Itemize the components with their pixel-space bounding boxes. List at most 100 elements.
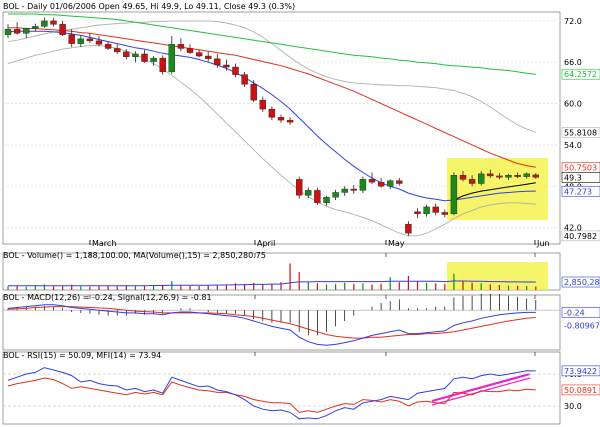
candle-body [95, 40, 103, 45]
macd-badge-box [561, 307, 600, 318]
candle-body [432, 206, 439, 213]
candle-body [505, 175, 512, 178]
candle-body [232, 66, 239, 75]
candle-body [478, 173, 485, 184]
rsi-badge-label-2: 50.0891 [564, 386, 597, 395]
candle-body [4, 28, 12, 35]
candle-body [150, 57, 157, 62]
price-tick-label: 72.0 [564, 17, 582, 26]
candle-body [277, 117, 285, 121]
price-badge-box [561, 68, 600, 80]
candle-body [387, 180, 394, 187]
candle-body [323, 197, 330, 203]
price-tick-label: 42.0 [564, 224, 582, 233]
macd-badge-label: -0.24 [564, 308, 585, 317]
price-badge-label: 40.7982 [564, 232, 597, 241]
price-tick-label: 54.0 [564, 141, 582, 150]
price-badge-box [561, 230, 600, 242]
candle-body [214, 58, 221, 66]
candle-body [177, 44, 185, 49]
ma-20-line [7, 30, 536, 202]
candle-body [113, 48, 121, 53]
candle-body [13, 28, 21, 34]
candle-body [305, 190, 312, 196]
price-header: BOL - Daily 01/06/2006 Open 49.65, Hi 49… [3, 2, 295, 11]
candle-body [23, 28, 30, 34]
candle-body [468, 179, 476, 184]
ma-50-line [8, 27, 536, 168]
candle-body [32, 26, 39, 29]
candle-body [241, 74, 248, 85]
candle-body [204, 55, 212, 59]
candle-body [368, 179, 376, 183]
volume-highlight-box [447, 262, 548, 290]
panel-frame-2 [2, 294, 561, 351]
candle-body [223, 64, 230, 68]
rsi-tick-label: 30.0 [564, 402, 582, 411]
candle-body [459, 175, 467, 180]
rsi-header: BOL - RSI(15) = 50.09, MFI(14) = 73.94 [3, 351, 161, 360]
candle-body [414, 211, 421, 215]
candle-body [496, 175, 503, 178]
candle-body [523, 173, 530, 177]
candle-body [259, 99, 266, 110]
candlestick-series [4, 17, 539, 236]
price-tick-label: 66.0 [564, 58, 582, 67]
candle-body [532, 174, 539, 178]
envelope-lower-line [7, 45, 536, 237]
ma-short-line [453, 182, 536, 201]
price-badge-label: 50.7503 [564, 163, 597, 172]
candle-body [405, 223, 412, 234]
candle-body [68, 34, 75, 44]
mfi-line [7, 367, 536, 420]
rsi-badge-box [561, 365, 600, 377]
candle-body [250, 84, 257, 101]
candle-body [104, 44, 112, 49]
volume-bars [7, 263, 537, 290]
candle-body [268, 108, 276, 118]
candle-body [350, 188, 357, 191]
candle-body [487, 173, 494, 177]
candle-body [296, 179, 303, 196]
candle-body [141, 53, 148, 62]
volume-ma-line [8, 280, 536, 287]
price-badge-label: 64.2572 [564, 70, 597, 79]
price-badge-box [561, 185, 600, 197]
rsi-trend-line [431, 372, 531, 406]
macd-signal-badge-label: -0.80967 [564, 321, 600, 330]
candle-body [168, 44, 176, 73]
rsi-line [7, 377, 536, 413]
volume-highlight-rect [447, 262, 548, 290]
price-badge-box [561, 127, 600, 138]
candle-body [450, 175, 458, 215]
candle-body [41, 20, 48, 27]
candle-body [50, 20, 57, 25]
panel-frame-3 [2, 351, 561, 425]
x-tick-label: May [388, 239, 405, 248]
volume-badge-label: 2,850,28 [564, 278, 600, 287]
candle-body [132, 53, 139, 57]
ma-100-line [8, 13, 536, 75]
candle-body [186, 48, 194, 53]
rsi-badge-box-2 [561, 384, 600, 396]
candle-body [86, 38, 94, 42]
x-tick-label: April [257, 239, 275, 248]
candle-body [341, 188, 348, 193]
rsi-trend-line-primary [431, 372, 531, 403]
x-tick-label: Jun [536, 239, 550, 248]
x-tick-label: March [92, 239, 116, 248]
candle-body [332, 192, 339, 198]
volume-header: BOL - Volume() = 1,188,100.00, MA(Volume… [3, 251, 266, 260]
macd-lines [3, 294, 560, 346]
candle-body [441, 212, 448, 215]
volume-badge-box [561, 276, 600, 288]
rsi-trend-line-secondary [431, 377, 531, 406]
candle-body [59, 24, 66, 35]
candle-body [195, 52, 203, 57]
candle-body [286, 119, 294, 123]
rsi-lines [3, 367, 560, 420]
price-badge-label: 55.8108 [564, 128, 597, 137]
candle-body [514, 175, 521, 177]
